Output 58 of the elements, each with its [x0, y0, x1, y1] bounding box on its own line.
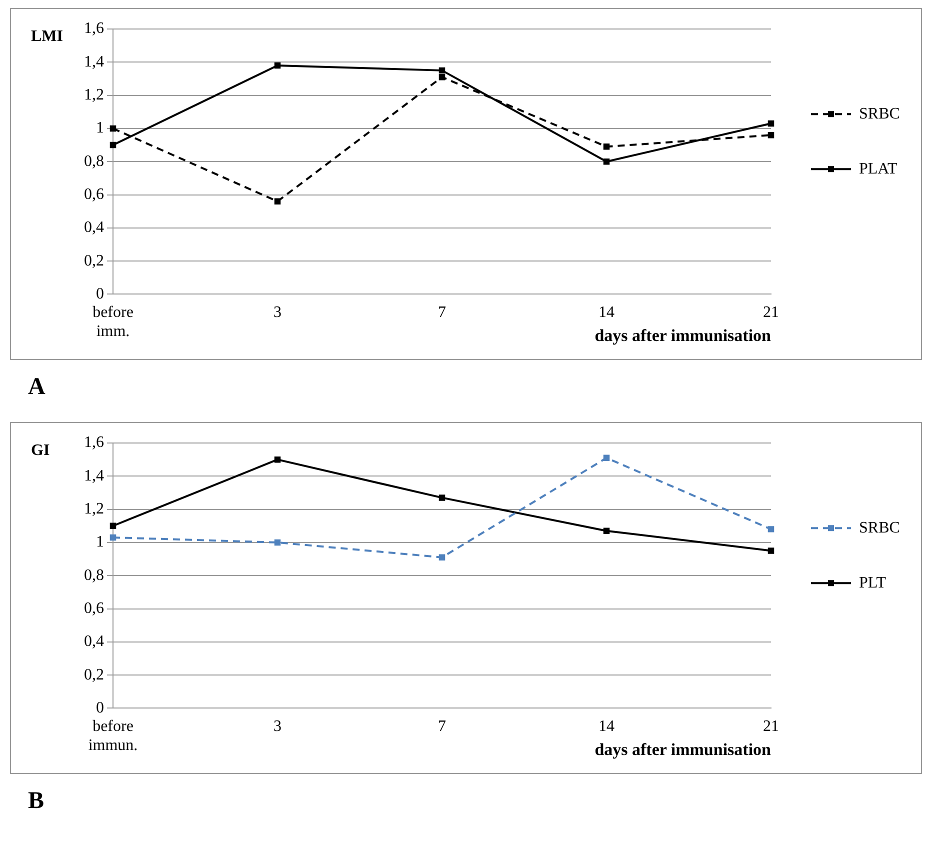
point [110, 125, 116, 132]
point [110, 142, 116, 148]
y-tick-label: 1 [96, 534, 104, 551]
y-axis-title: LMI [31, 28, 63, 46]
point [110, 534, 116, 541]
text: B [28, 788, 46, 816]
y-tick-label: 0,8 [84, 152, 104, 170]
y-tick-label: 0,8 [84, 566, 104, 584]
y-tick-label: 0,4 [84, 219, 104, 236]
point [274, 62, 281, 69]
y-tick-label: 0 [96, 699, 104, 716]
y-tick-label: 0,2 [84, 666, 104, 684]
y-tick-label: 1,4 [84, 53, 104, 70]
y-tick-label: 0,2 [84, 252, 104, 270]
y-tick-label: 0 [96, 285, 104, 302]
y-tick-label: 1,6 [84, 20, 104, 38]
point [274, 198, 281, 204]
point [438, 494, 446, 501]
point [438, 74, 446, 80]
point [274, 539, 281, 546]
x-tick-label: before imm. [92, 304, 134, 340]
x-tick-label: 21 [763, 718, 779, 736]
x-tick-label: 14 [598, 304, 614, 322]
point [603, 528, 610, 534]
point [768, 120, 774, 127]
x-tick-label: 7 [438, 304, 446, 322]
point [274, 456, 281, 463]
point [768, 132, 774, 138]
x-axis-title: days after immunisation [594, 326, 772, 346]
y-tick-label: 1,2 [84, 500, 104, 518]
y-tick-label: 1,2 [84, 86, 104, 104]
point [438, 554, 446, 560]
y-tick-label: 1,6 [84, 434, 104, 452]
point [603, 144, 610, 150]
x-tick-label: 7 [438, 718, 446, 736]
x-axis-title: days after immunisation [594, 740, 772, 760]
legend-label: SRBC [859, 105, 900, 122]
y-axis-title: GI [31, 442, 50, 460]
y-tick-label: 0,6 [84, 600, 104, 617]
point [438, 67, 446, 74]
point [110, 522, 116, 529]
text: A [28, 374, 46, 402]
x-tick-label: 3 [274, 304, 282, 322]
legend-label: PLAT [859, 160, 898, 178]
y-tick-label: 0,6 [84, 186, 104, 203]
point [603, 158, 610, 165]
x-tick-label: 14 [598, 718, 614, 736]
x-tick-label: before immun. [88, 718, 138, 754]
legend-label: PLT [859, 574, 886, 592]
legend-label: SRBC [859, 519, 900, 536]
y-tick-label: 1,4 [84, 467, 104, 484]
x-tick-label: 3 [274, 718, 282, 736]
y-tick-label: 1 [96, 120, 104, 137]
point [768, 526, 774, 532]
point [603, 454, 610, 462]
point [768, 548, 774, 554]
x-tick-label: 21 [763, 304, 779, 322]
y-tick-label: 0,4 [84, 633, 104, 650]
